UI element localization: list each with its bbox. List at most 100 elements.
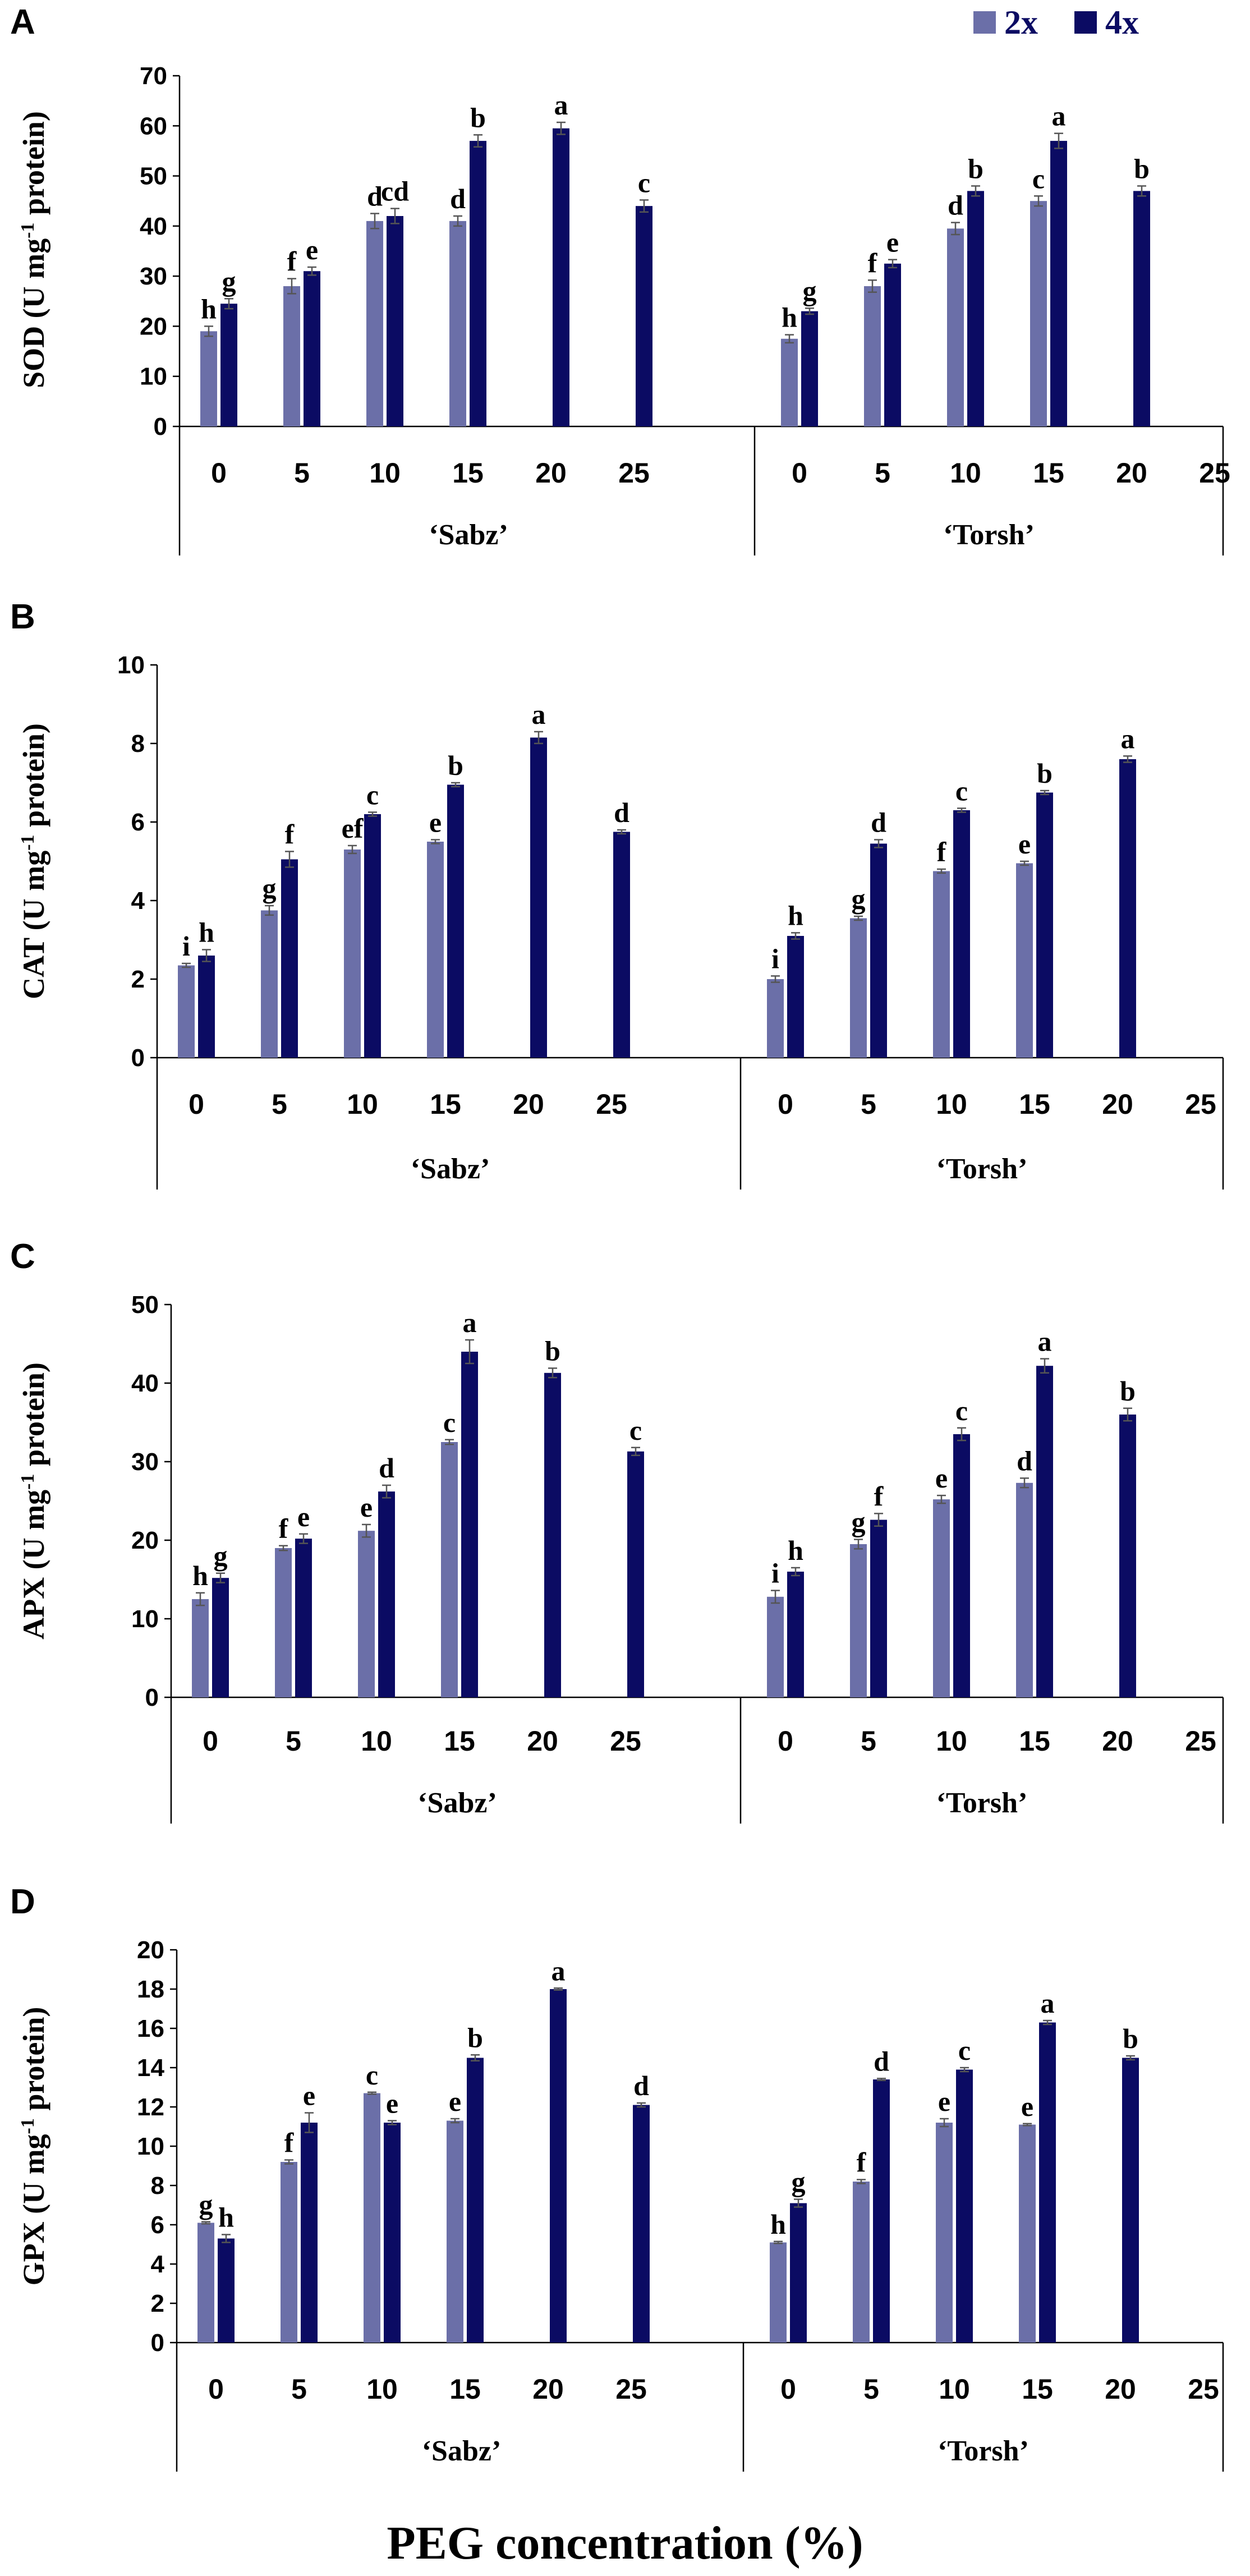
bar-4x <box>870 843 887 1058</box>
bar-4x <box>530 737 547 1058</box>
category-label: 10 <box>369 457 401 489</box>
y-tick-label: 50 <box>131 1291 159 1319</box>
category-label: 0 <box>780 2373 796 2405</box>
category-label: 10 <box>347 1089 378 1120</box>
category-label: 0 <box>203 1725 218 1757</box>
category-label: 25 <box>1188 2373 1219 2405</box>
category-label: 10 <box>361 1725 392 1757</box>
y-tick-label: 2 <box>131 966 145 993</box>
category-label: 20 <box>527 1725 558 1757</box>
bar-4x <box>553 128 569 426</box>
y-tick-label: 20 <box>137 1936 164 1964</box>
significance-letter: a <box>552 1955 566 1986</box>
significance-letter: e <box>938 2086 950 2117</box>
bar-2x <box>200 331 217 426</box>
significance-letter: b <box>1120 1375 1136 1407</box>
bar-4x <box>384 2123 401 2343</box>
bar-4x <box>956 2069 973 2343</box>
y-tick-label: 0 <box>151 2329 164 2357</box>
bar-2x <box>850 918 867 1058</box>
bar-2x <box>947 228 964 426</box>
bar-4x <box>1133 191 1150 426</box>
category-label: 20 <box>1102 1089 1133 1120</box>
panel-D: D GPX (U mg-1 protein) 0 2 4 6 8 10 12 14 16 18 20 ‘S… <box>10 1882 1224 2472</box>
bar-2x <box>767 979 784 1058</box>
bar-2x <box>447 2120 463 2343</box>
y-tick-label: 6 <box>151 2211 164 2239</box>
bar-4x <box>801 311 818 426</box>
category-label: 25 <box>618 457 650 489</box>
y-axis-label-sup: -1 <box>17 2118 38 2134</box>
significance-letter: b <box>467 2022 483 2053</box>
y-tick-label: 18 <box>137 1976 164 2003</box>
category-label: 10 <box>936 1725 967 1757</box>
significance-letter: e <box>360 1491 373 1523</box>
significance-letter: d <box>379 1452 394 1484</box>
legend-label-2x: 2x <box>1004 4 1038 41</box>
bar-2x <box>366 221 383 426</box>
bar-4x <box>218 2238 235 2343</box>
panel-letter: A <box>10 3 35 42</box>
category-label: 5 <box>294 457 310 489</box>
significance-letter: d <box>948 190 963 221</box>
significance-letter: e <box>886 227 899 258</box>
bar-4x <box>953 1434 970 1697</box>
significance-letter: d <box>367 181 383 212</box>
category-label: 10 <box>950 457 981 489</box>
y-axis-label: SOD (U mg-1 protein) <box>17 111 50 388</box>
bar-4x <box>787 936 804 1058</box>
panel-letter: C <box>10 1237 35 1276</box>
panel-letter: D <box>10 1882 35 1921</box>
significance-letter: e <box>306 234 318 265</box>
bar-4x <box>304 271 320 426</box>
significance-letter: g <box>852 1507 866 1538</box>
bar-4x <box>627 1451 644 1697</box>
category-label: 15 <box>1033 457 1064 489</box>
bar-2x <box>427 842 444 1058</box>
bar-2x <box>781 338 798 426</box>
significance-letter: cd <box>381 176 409 207</box>
bar-2x <box>1016 863 1033 1058</box>
y-axis-label-end: protein) <box>17 111 50 223</box>
bar-4x <box>467 2058 484 2343</box>
y-axis-label-main: GPX (U mg <box>17 2134 50 2285</box>
category-label: 0 <box>778 1725 793 1757</box>
legend: 2x 4x <box>973 4 1139 41</box>
significance-letter: e <box>449 2086 461 2117</box>
category-label: 25 <box>615 2373 647 2405</box>
significance-letter: a <box>463 1307 477 1338</box>
bar-4x <box>544 1372 561 1697</box>
y-tick-label: 10 <box>137 2133 164 2160</box>
category-label: 15 <box>449 2373 481 2405</box>
significance-letter: a <box>1121 723 1135 754</box>
category-label: 10 <box>936 1089 967 1120</box>
legend-swatch-2x <box>973 11 996 34</box>
bar-4x <box>1036 792 1053 1058</box>
y-tick-label: 40 <box>140 213 167 240</box>
category-label: 15 <box>1022 2373 1053 2405</box>
bar-4x <box>1119 759 1136 1058</box>
category-label: 20 <box>513 1089 544 1120</box>
significance-letter: b <box>968 153 984 184</box>
category-label: 0 <box>792 457 807 489</box>
bar-4x <box>461 1352 478 1697</box>
category-label: 0 <box>211 457 227 489</box>
significance-letter: b <box>1134 153 1150 184</box>
bar-4x <box>220 304 237 426</box>
bar-4x <box>295 1539 312 1697</box>
y-axis-label-main: CAT (U mg <box>17 851 50 999</box>
category-label: 15 <box>430 1089 461 1120</box>
y-tick-label: 0 <box>145 1684 159 1711</box>
significance-letter: a <box>1038 1326 1052 1357</box>
bar-2x <box>344 850 361 1058</box>
significance-letter: f <box>285 819 295 850</box>
significance-letter: b <box>1123 2023 1138 2054</box>
y-axis-label: CAT (U mg-1 protein) <box>17 723 50 999</box>
y-tick-label: 20 <box>140 313 167 340</box>
category-label: 15 <box>1019 1725 1050 1757</box>
significance-letter: g <box>852 883 866 915</box>
significance-letter: e <box>935 1462 948 1494</box>
bar-4x <box>212 1578 229 1697</box>
